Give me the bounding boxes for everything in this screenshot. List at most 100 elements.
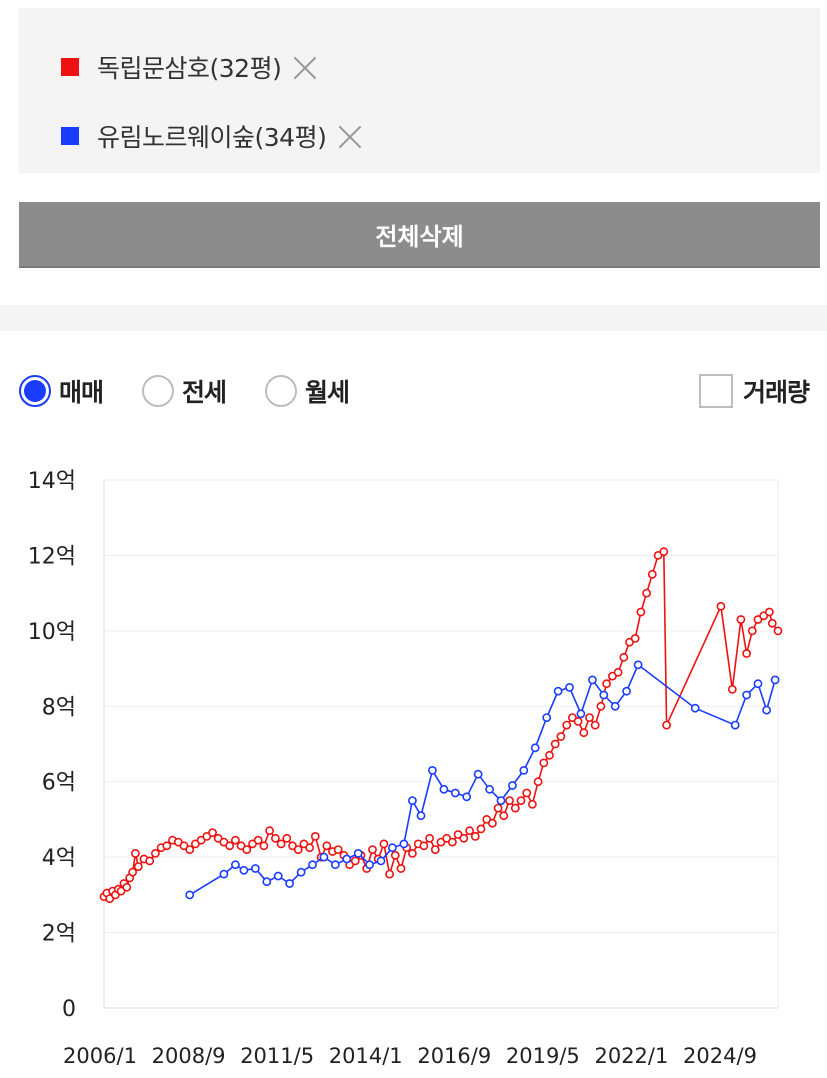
data-point xyxy=(470,831,480,841)
data-point xyxy=(276,839,286,849)
data-point xyxy=(647,569,657,579)
close-icon[interactable] xyxy=(291,53,319,81)
data-point xyxy=(576,709,586,719)
series-color-swatch xyxy=(61,127,79,145)
data-point xyxy=(633,660,643,670)
data-point xyxy=(770,675,780,685)
data-point xyxy=(145,856,155,866)
data-point xyxy=(425,833,434,843)
x-tick-label: 2016/9 xyxy=(417,1044,491,1068)
data-point xyxy=(262,877,272,887)
data-point xyxy=(185,845,195,854)
data-point xyxy=(296,867,306,877)
data-point xyxy=(762,705,771,715)
data-point xyxy=(565,682,574,692)
data-point xyxy=(542,713,552,722)
data-point xyxy=(622,686,631,696)
data-point xyxy=(473,769,483,779)
data-point xyxy=(496,796,506,805)
compare-item-0: 독립문삼호(32평) xyxy=(61,47,319,87)
data-point xyxy=(459,833,469,843)
data-point xyxy=(407,848,417,858)
radio-circle-icon[interactable] xyxy=(265,375,297,407)
data-point xyxy=(330,860,340,870)
data-point xyxy=(416,811,426,821)
checkbox-icon[interactable] xyxy=(698,374,733,408)
data-point xyxy=(353,848,363,858)
data-point xyxy=(636,607,646,617)
data-point xyxy=(253,835,263,845)
data-point xyxy=(185,890,195,900)
data-point xyxy=(493,803,503,813)
data-point xyxy=(545,750,554,760)
x-tick-label: 2022/1 xyxy=(594,1044,668,1068)
data-point xyxy=(550,739,560,749)
data-point xyxy=(753,679,763,689)
data-point xyxy=(342,854,352,864)
data-point xyxy=(747,626,757,636)
data-point xyxy=(588,675,597,685)
data-point xyxy=(242,845,252,854)
data-point xyxy=(387,843,397,853)
data-point xyxy=(430,845,440,854)
data-point xyxy=(596,701,606,711)
y-tick-label: 14억 xyxy=(28,469,76,494)
y-tick-label: 0 xyxy=(62,997,76,1022)
data-point xyxy=(150,848,160,858)
data-point xyxy=(499,811,509,821)
data-point xyxy=(485,784,494,794)
data-point xyxy=(396,864,406,873)
series-1 xyxy=(185,660,780,900)
data-point xyxy=(505,796,514,805)
data-point xyxy=(128,867,137,877)
x-tick-label: 2014/1 xyxy=(329,1044,403,1068)
data-point xyxy=(333,845,343,854)
data-point xyxy=(385,869,394,879)
radio-circle-icon[interactable] xyxy=(142,375,174,407)
data-point xyxy=(319,852,329,862)
x-tick-label: 2006/1 xyxy=(63,1044,137,1068)
radio-circle-icon[interactable] xyxy=(19,375,51,407)
data-point xyxy=(379,839,389,849)
compare-list: 독립문삼호(32평) 유림노르웨이숲(34평) xyxy=(19,8,820,173)
data-point xyxy=(305,843,314,853)
y-tick-label: 6억 xyxy=(42,771,76,796)
y-tick-label: 4억 xyxy=(42,846,76,871)
data-point xyxy=(508,781,517,790)
radio-monthly-rent[interactable]: 월세 xyxy=(265,373,350,409)
radio-label: 월세 xyxy=(305,378,350,407)
data-point xyxy=(273,871,283,881)
series-line xyxy=(189,663,776,896)
radio-label: 전세 xyxy=(182,378,227,407)
volume-checkbox[interactable]: 거래량 xyxy=(698,373,810,409)
data-point xyxy=(462,792,472,802)
data-point xyxy=(767,618,777,628)
data-point xyxy=(662,720,671,730)
data-point xyxy=(476,824,486,834)
close-icon[interactable] xyxy=(336,122,364,150)
data-point xyxy=(365,860,374,870)
delete-all-button[interactable]: 전체삭제 xyxy=(19,202,820,268)
series-line xyxy=(103,550,779,901)
data-point xyxy=(293,845,303,854)
radio-sale[interactable]: 매매 xyxy=(19,373,104,409)
data-point xyxy=(310,831,320,841)
data-point xyxy=(613,667,623,677)
data-point xyxy=(368,845,377,854)
data-point xyxy=(765,607,774,617)
data-point xyxy=(619,652,629,662)
data-point xyxy=(690,703,700,713)
checkbox-label: 거래량 xyxy=(742,378,810,407)
data-point xyxy=(230,860,240,870)
data-point xyxy=(610,701,620,711)
data-point xyxy=(308,860,317,870)
radio-jeonse[interactable]: 전세 xyxy=(142,373,227,409)
data-point xyxy=(533,777,543,787)
grid xyxy=(103,479,779,1009)
data-point xyxy=(439,784,449,794)
data-point xyxy=(230,835,240,845)
data-point xyxy=(447,837,457,847)
data-point xyxy=(285,879,294,888)
data-point xyxy=(407,796,417,805)
data-point xyxy=(562,720,572,730)
